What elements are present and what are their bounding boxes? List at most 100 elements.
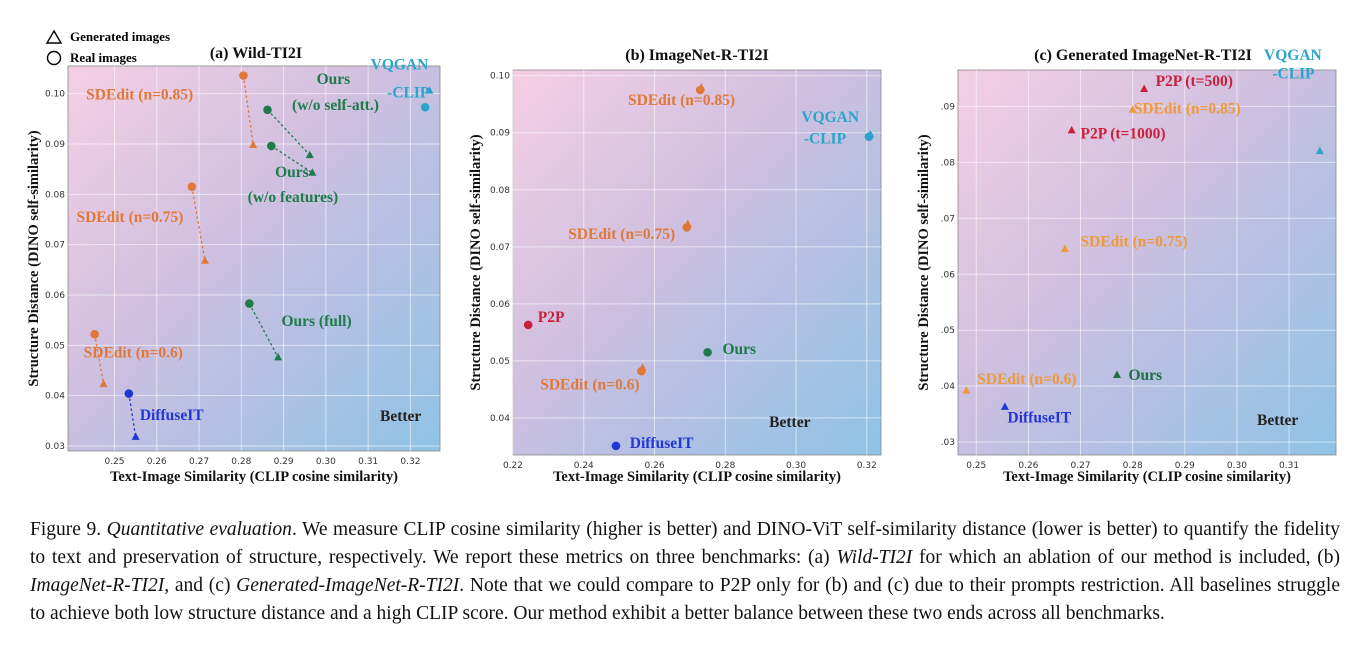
chart-title: (c) Generated ImageNet-R-TI2I [1034,47,1252,64]
caption-bench-a: Wild-TI2I [836,547,913,568]
data-label: (w/o self-att.) [292,97,379,114]
legend-generated-label: Generated images [70,28,171,44]
data-point-triangle [99,379,108,388]
chart-panel-b: 0.22 0.24 0.26 0.28 0.30 0.32 0.04 0.05 0.06 0.07… [468,47,882,485]
data-point-circle [245,299,254,308]
caption-prefix: Figure 9. [30,519,107,540]
connector-line [93,334,105,385]
x-tick-label: 0.32 [400,457,420,467]
x-tick-label: 0.26 [645,461,665,471]
data-point-circle [267,141,276,151]
x-axis-label: Text-Image Similarity (CLIP cosine simil… [110,469,398,485]
data-label: SDEdit (n=0.75) [1081,233,1188,250]
caption-part3: , and (c) [164,575,237,596]
data-point-triangle [308,168,317,176]
data-point-triangle [697,83,706,91]
y-tick-label: .07 [941,214,955,224]
x-tick-label: 0.28 [231,457,251,467]
data-label: SDEdit (n=0.75) [76,209,183,226]
data-label: -CLIP [804,131,847,148]
data-point-circle [239,71,248,80]
plot-area [512,69,882,456]
x-tick-label: 0.30 [1227,461,1247,471]
y-tick-label: .03 [941,438,955,448]
caption-part4: . Note that we could compare to P2P only… [30,575,1340,624]
data-point-triangle [249,140,258,149]
data-label: Better [769,414,810,431]
caption-title: Quantitative evaluation [106,519,292,540]
x-tick-label: 0.27 [189,457,209,467]
y-tick-label: 0.05 [490,357,510,367]
y-tick-label: 0.06 [490,300,510,310]
data-point-triangle [425,86,434,94]
connector-line [242,75,254,146]
data-point-triangle [1128,105,1137,113]
x-tick-label: 0.25 [104,457,124,467]
x-tick-label: 0.28 [715,461,735,471]
x-tick-label: 0.26 [1018,461,1038,471]
caption-part2: for which an ablation of our method is i… [912,547,1340,568]
y-tick-label: .08 [941,158,956,168]
data-point-triangle [131,432,140,440]
y-axis-label: Structure Distance (DINO self-similarity… [468,134,484,390]
data-point-triangle [1060,244,1069,253]
caption-bench-c: Generated-ImageNet-R-TI2I [236,575,460,596]
plot-area [957,69,1337,456]
data-point-triangle [962,386,971,394]
x-axis-label: Text-Image Similarity (CLIP cosine simil… [553,469,841,485]
data-point-circle [263,105,272,115]
x-tick-label: 0.30 [786,461,806,471]
data-label: Ours [722,341,756,358]
connector-line [128,393,137,438]
y-tick-label: 0.09 [45,140,65,150]
data-point-circle [124,389,134,398]
x-tick-label: 0.27 [1071,461,1091,471]
y-tick-label: .04 [941,382,956,392]
data-label: Ours [1128,367,1162,384]
data-label: Ours (full) [281,313,351,330]
connector-line [248,303,279,358]
data-label: DiffuseIT [630,435,694,452]
better-label: Better [1257,412,1298,429]
data-label: VQGAN [371,57,429,74]
data-point-circle [703,348,712,357]
legend-real: Real images [46,47,170,68]
data-label: -CLIP [1272,65,1315,82]
data-point-triangle [638,363,647,371]
data-point-triangle [1140,84,1149,93]
connector-line [270,145,313,174]
y-axis-label: Structure Distance (DINO self-similarity… [916,134,932,390]
data-point-triangle [274,352,283,361]
x-tick-label: 0.26 [147,457,167,467]
data-label: Ours [275,164,309,181]
data-point-circle [611,441,621,451]
data-label: P2P (t=1000) [1081,125,1166,142]
y-tick-label: .05 [941,326,955,336]
chart-title: (b) ImageNet-R-TI2I [625,47,769,64]
data-point-circle [90,329,99,339]
chart-panel-c: 0.25 0.26 0.27 0.28 0.29 0.30 0.31 .03 .04 .05 .06… [916,47,1337,485]
caption-bench-b: ImageNet-R-TI2I [30,575,165,596]
data-point-triangle [1315,146,1324,155]
x-tick-label: 0.25 [966,461,986,471]
figure-caption: Figure 9. Quantitative evaluation. We me… [30,516,1340,628]
data-point-triangle [1000,402,1009,410]
x-tick-label: 0.29 [274,457,294,467]
caption-part1: . We measure CLIP cosine similarity (hig… [30,519,1340,568]
charts-figure: 0.25 0.26 0.27 0.28 0.29 0.30 0.31 0.32 0.03 0.04… [26,45,1337,485]
data-point-circle [420,102,430,112]
x-tick-label: 0.24 [574,461,594,471]
data-label: SDEdit (n=0.6) [977,371,1076,388]
data-label: DiffuseIT [1008,410,1072,427]
y-axis-label: Structure Distance (DINO self-similarity… [26,130,42,386]
legend-generated: Generated images [46,26,170,47]
data-point-triangle [683,219,692,227]
y-tick-label: .09 [941,102,956,112]
y-tick-label: 0.05 [45,341,65,351]
triangle-icon [46,29,62,44]
data-point-triangle [866,129,875,138]
y-tick-label: 0.08 [490,186,510,196]
data-point-triangle [200,256,209,264]
data-label: SDEdit (n=0.6) [540,376,639,393]
legend: Generated images Real images [46,26,170,68]
